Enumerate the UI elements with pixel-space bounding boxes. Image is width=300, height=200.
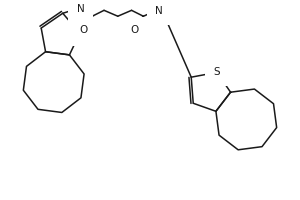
Text: O: O: [79, 25, 88, 35]
Text: H: H: [77, 0, 84, 10]
Text: N: N: [155, 6, 163, 16]
Text: S: S: [76, 28, 83, 38]
Text: S: S: [214, 67, 220, 77]
Text: H: H: [155, 2, 163, 12]
Text: O: O: [130, 25, 139, 35]
Text: N: N: [76, 4, 84, 14]
